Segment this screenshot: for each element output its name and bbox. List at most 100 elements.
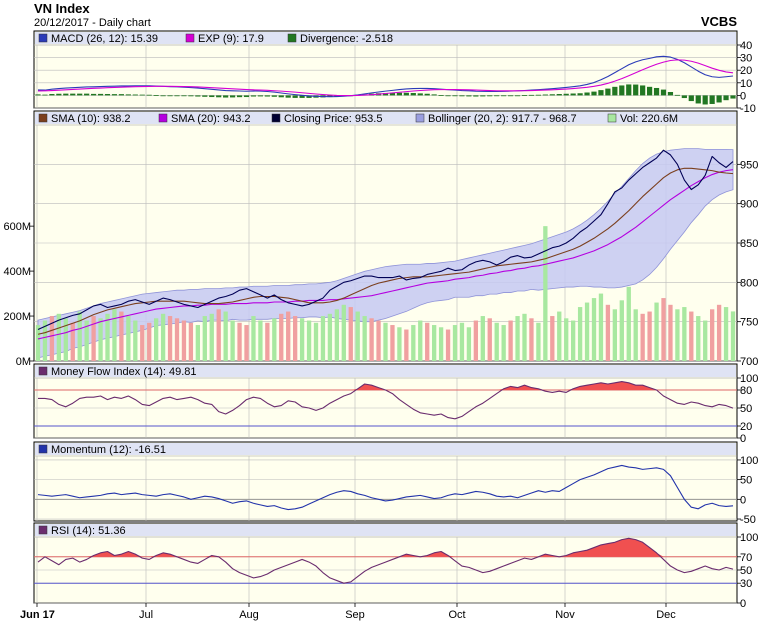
legend-swatch [287, 33, 297, 43]
divergence-bar [139, 94, 145, 96]
divergence-bar [528, 94, 535, 96]
divergence-bar [584, 92, 590, 96]
volume-bar [244, 325, 249, 361]
legend-label: MACD (26, 12): 15.39 [51, 33, 158, 45]
volume-bar [174, 318, 180, 361]
divergence-bar [514, 95, 521, 97]
volume-bar [557, 311, 562, 361]
y-tick-label: 0 [740, 494, 746, 506]
volume-bar [432, 325, 437, 361]
divergence-bar [445, 95, 451, 97]
closing-price-line [37, 149, 734, 331]
divergence-bar [716, 95, 722, 103]
volume-bar [154, 318, 159, 361]
legend-swatch [38, 366, 48, 376]
legend-swatch [38, 525, 48, 535]
y-tick-label: 50 [740, 403, 752, 415]
volume-bar [668, 304, 673, 361]
rsi-line [37, 537, 734, 584]
divergence-bar [646, 86, 653, 96]
chart-subtitle: 20/12/2017 - Daily chart [34, 17, 151, 29]
x-tick-label: Nov [555, 609, 575, 621]
divergence-bar [70, 93, 76, 96]
divergence-bar [42, 94, 48, 96]
volume-bar [661, 298, 666, 361]
divergence-bar [56, 93, 62, 96]
divergence-bar [688, 95, 694, 102]
legend-strip [35, 524, 736, 536]
legend-swatch [38, 113, 48, 123]
divergence-bar [223, 95, 229, 98]
divergence-bar [549, 94, 555, 96]
y-tick-label: 50 [740, 475, 752, 487]
divergence-bar [605, 88, 611, 96]
y-tick-label: 100 [740, 455, 758, 467]
x-tick-label: Dec [656, 609, 676, 621]
volume-bar [293, 316, 298, 361]
volume-bar [299, 318, 305, 361]
divergence-bar [473, 95, 479, 97]
divergence-bar [640, 85, 646, 96]
brand-label: VCBS [701, 14, 737, 29]
volume-bar [494, 322, 499, 361]
volume-bar [723, 307, 729, 361]
volume-bar [612, 309, 618, 361]
divergence-bar [480, 95, 486, 97]
divergence-bar [167, 95, 173, 97]
volume-bar [35, 325, 41, 361]
y-tick-label: 900 [740, 199, 758, 211]
volume-bar [647, 311, 652, 361]
divergence-bar [466, 95, 472, 97]
mfi-line [38, 381, 734, 420]
legend-swatch [415, 113, 425, 123]
volume-bar [654, 302, 659, 361]
divergence-bar [334, 95, 340, 97]
volume-bar [598, 293, 604, 361]
volume-bar [571, 320, 576, 361]
legend-swatch [271, 113, 281, 123]
volume-bar [181, 320, 187, 361]
y-tick-label: 100 [740, 532, 758, 544]
volume-bar [515, 316, 520, 361]
y-tick-label: 0 [740, 90, 746, 102]
volume-bar [348, 307, 353, 361]
volume-bar [459, 322, 465, 361]
volume-bar [84, 320, 89, 361]
divergence-bar [264, 95, 270, 97]
volume-bar [202, 316, 207, 361]
volume-bar [279, 313, 284, 361]
volume-bar [49, 316, 55, 361]
volume-bar [147, 322, 152, 361]
volume-bar [306, 320, 312, 361]
divergence-bar [577, 93, 583, 96]
bollinger-band [37, 148, 734, 359]
volume-bar [633, 309, 638, 361]
divergence-bar [146, 94, 152, 96]
legend-label: Closing Price: 953.5 [284, 113, 382, 125]
divergence-bar [118, 94, 124, 96]
divergence-bar [195, 95, 201, 97]
volume-bar [98, 318, 103, 361]
volume-bar [418, 320, 423, 361]
x-tick-label: Oct [448, 609, 465, 621]
volume-bar [675, 309, 680, 361]
divergence-bar [216, 95, 222, 98]
legend-strip [35, 32, 736, 44]
legend-label: Momentum (12): -16.51 [51, 444, 166, 456]
divergence-bar [285, 95, 291, 98]
divergence-bar [570, 93, 576, 96]
divergence-bar [243, 95, 250, 98]
volume-bar [452, 325, 458, 361]
volume-bar [591, 298, 597, 361]
divergence-bar [535, 94, 541, 96]
volume-bar [522, 313, 527, 361]
y-tick-label: 50 [740, 565, 752, 577]
volume-bar [703, 320, 708, 361]
divergence-bar [299, 95, 305, 98]
y-tick-label: -10 [740, 103, 756, 115]
y-tick-label: 70 [740, 552, 752, 564]
